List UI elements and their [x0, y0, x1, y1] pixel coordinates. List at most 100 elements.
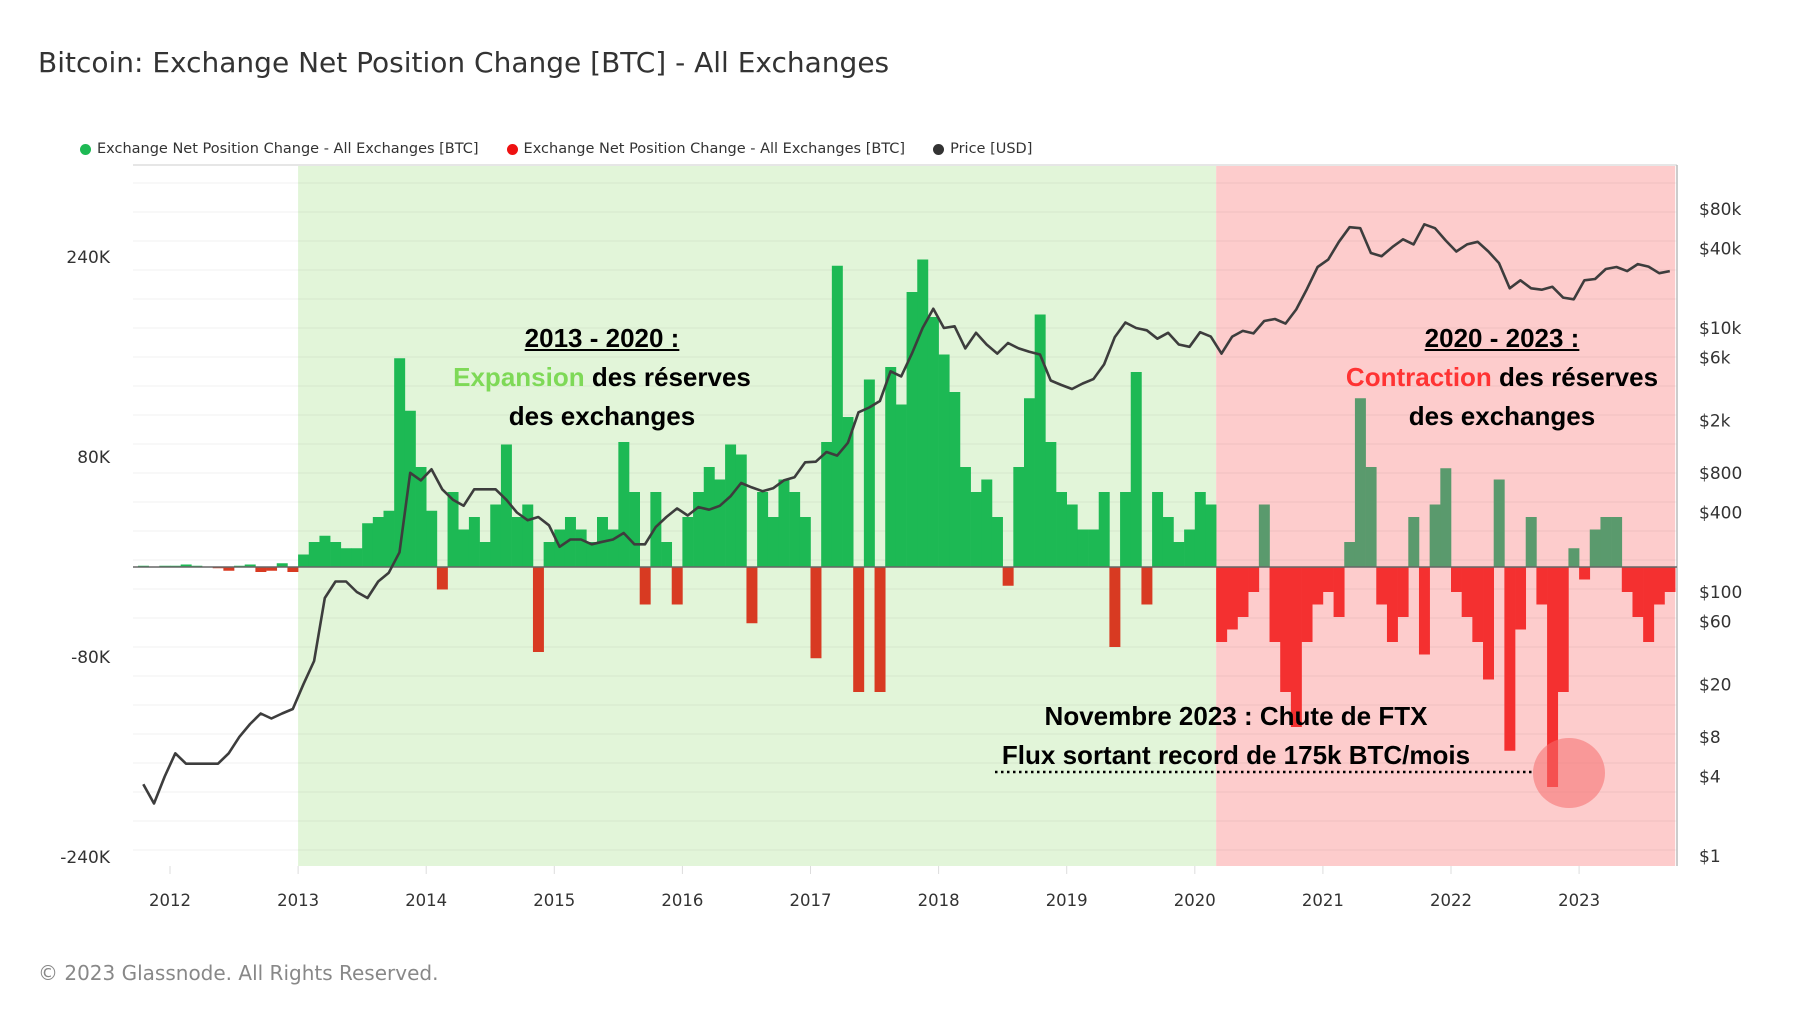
inflow-bar [308, 542, 320, 567]
x-tick-label: 2013 [277, 891, 319, 910]
inflow-bar [1568, 548, 1580, 567]
outflow-bar [1141, 567, 1153, 605]
inflow-bar [1600, 517, 1612, 567]
x-tick-label: 2020 [1174, 891, 1216, 910]
inflow-bar [1162, 517, 1174, 567]
outflow-bar [1109, 567, 1121, 647]
x-tick-label: 2021 [1302, 891, 1344, 910]
annotation-right: 2020 - 2023 : Contraction des réserves d… [1346, 319, 1658, 436]
y-left-tick-label: -240K [60, 848, 111, 868]
inflow-bar [1013, 467, 1025, 567]
outflow-bar [223, 567, 235, 571]
inflow-bar [1056, 492, 1067, 567]
outflow-bar [1290, 567, 1302, 727]
inflow-bar [1184, 529, 1196, 567]
outflow-bar [874, 567, 886, 692]
outflow-bar [1301, 567, 1313, 642]
chart-title: Bitcoin: Exchange Net Position Change [B… [38, 46, 890, 79]
x-tick-label: 2017 [790, 891, 832, 910]
outflow-bar [1547, 567, 1559, 787]
y-right-tick-label: $40k [1699, 240, 1741, 260]
inflow-bar [1034, 314, 1046, 567]
legend-item-inflow[interactable]: Exchange Net Position Change - All Excha… [80, 141, 479, 157]
inflow-bar [1088, 529, 1100, 567]
inflow-bar [735, 454, 747, 567]
y-left-tick-label: 80K [77, 448, 111, 468]
inflow-bar [831, 265, 843, 567]
annotation-right-rest: des réserves [1491, 362, 1659, 392]
inflow-bar [319, 535, 331, 567]
inflow-bar [629, 492, 640, 567]
x-tick-label: 2015 [533, 891, 575, 910]
outflow-bar [255, 567, 267, 572]
y-right-tick-label: $60 [1699, 612, 1731, 632]
inflow-bar [468, 517, 480, 567]
inflow-bar [703, 467, 715, 567]
green-dot-icon [80, 143, 91, 155]
inflow-bar [244, 564, 256, 567]
annotation-ftx-line1: Novembre 2023 : Chute de FTX [1044, 701, 1428, 731]
outflow-bar [1504, 567, 1516, 751]
outflow-bar [1664, 567, 1676, 592]
inflow-bar [1152, 492, 1164, 567]
price-line [142, 223, 1671, 805]
inflow-bar [426, 510, 438, 567]
inflow-bar [799, 517, 811, 567]
inflow-bar [714, 479, 726, 567]
inflow-bar [1066, 504, 1078, 567]
y-right-tick-label: $2k [1699, 411, 1731, 431]
inflow-bar [362, 523, 374, 567]
inflow-bar [767, 517, 779, 567]
inflow-bar [1130, 372, 1142, 567]
outflow-bar [1653, 567, 1665, 605]
inflow-bar [543, 542, 555, 567]
inflow-bar [500, 444, 512, 567]
outflow-bar [1483, 567, 1494, 680]
inflow-bar [682, 517, 694, 567]
x-tick-label: 2018 [918, 891, 960, 910]
red-dot-icon [506, 143, 518, 155]
legend-item-price[interactable]: Price [USD] [933, 141, 1032, 157]
outflow-bar [1376, 567, 1388, 605]
annotation-right-highlight: Contraction [1345, 362, 1492, 392]
inflow-bar [564, 517, 576, 567]
y-right-tick-label: $80k [1699, 200, 1741, 220]
x-tick-label: 2016 [661, 891, 703, 910]
inflow-bar [1344, 542, 1356, 567]
ftx-highlight-circle [1533, 738, 1605, 808]
annotation-left: 2013 - 2020 : Expansion des réserves des… [453, 319, 751, 436]
annotation-ftx: Novembre 2023 : Chute de FTX Flux sortan… [1002, 697, 1470, 775]
annotation-left-highlight: Expansion [453, 362, 585, 392]
inflow-bar [693, 492, 705, 567]
outflow-bar [1312, 567, 1324, 605]
inflow-bar [415, 467, 427, 567]
y-right-tick-label: $20 [1699, 675, 1731, 695]
outflow-bar [1557, 567, 1569, 692]
inflow-bar [1045, 442, 1057, 567]
inflow-bar [842, 417, 854, 567]
inflow-bar [1589, 529, 1601, 567]
y-right-tick-label: $800 [1699, 464, 1742, 484]
inflow-bar [372, 517, 384, 567]
inflow-bar [276, 563, 288, 567]
inflow-bar [917, 259, 929, 567]
outflow-bar [1269, 567, 1281, 642]
outflow-bar [1632, 567, 1644, 617]
inflow-bar [1429, 504, 1441, 567]
outflow-bar [639, 567, 651, 605]
legend: Exchange Net Position Change - All Excha… [80, 141, 1032, 157]
outflow-bar [1386, 567, 1398, 642]
inflow-bar [650, 492, 662, 567]
legend-item-outflow[interactable]: Exchange Net Position Change - All Excha… [506, 141, 905, 157]
inflow-bar [1493, 479, 1505, 567]
outflow-bar [1418, 567, 1430, 655]
outflow-bar [853, 567, 865, 692]
outflow-bar [266, 567, 278, 571]
inflow-bar [1098, 492, 1110, 567]
outflow-bar [810, 567, 822, 659]
inflow-bar [511, 517, 523, 567]
inflow-bar [949, 392, 961, 567]
inflow-bar [447, 492, 459, 567]
inflow-bar [340, 548, 352, 567]
inflow-bar [725, 444, 737, 567]
